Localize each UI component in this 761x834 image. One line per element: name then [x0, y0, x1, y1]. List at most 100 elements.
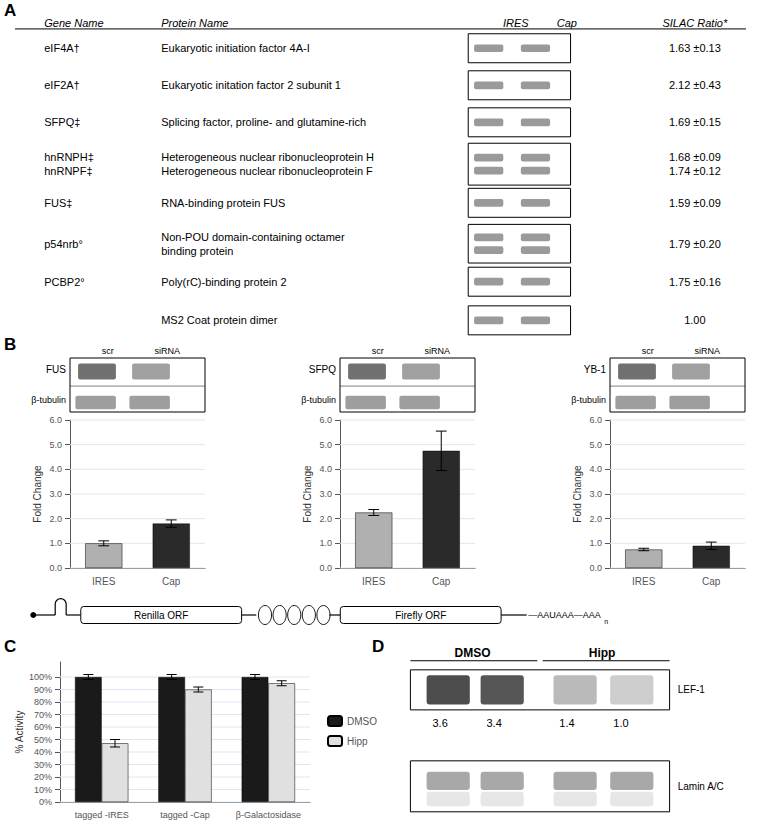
- svg-text:90%: 90%: [34, 685, 52, 695]
- svg-text:6.0: 6.0: [49, 415, 62, 425]
- svg-text:tagged -IRES: tagged -IRES: [75, 810, 129, 820]
- svg-text:0.0: 0.0: [319, 563, 332, 573]
- svg-text:3.0: 3.0: [589, 489, 602, 499]
- svg-text:20%: 20%: [34, 772, 52, 782]
- svg-text:80%: 80%: [34, 697, 52, 707]
- svg-text:siRNA: siRNA: [154, 346, 180, 356]
- svg-text:Cap: Cap: [702, 576, 721, 587]
- svg-text:% Activity: % Activity: [14, 711, 25, 754]
- svg-text:Gene Name: Gene Name: [44, 17, 103, 29]
- svg-text:5.0: 5.0: [319, 440, 332, 450]
- svg-text:Fold Change: Fold Change: [302, 465, 313, 523]
- svg-text:2.12 ±0.43: 2.12 ±0.43: [669, 79, 721, 91]
- svg-text:Fold Change: Fold Change: [32, 465, 43, 523]
- svg-text:A: A: [4, 1, 16, 20]
- svg-text:scr: scr: [642, 346, 654, 356]
- svg-text:β-Galactosidase: β-Galactosidase: [236, 810, 301, 820]
- svg-text:Fold Change: Fold Change: [572, 465, 583, 523]
- svg-text:1.59 ±0.09: 1.59 ±0.09: [669, 197, 721, 209]
- svg-text:Eukaryotic initation factor 2: Eukaryotic initation factor 2 subunit 1: [161, 79, 341, 91]
- svg-text:0.0: 0.0: [49, 563, 62, 573]
- svg-text:Heterogeneous nuclear ribonucl: Heterogeneous nuclear ribonucleoprotein …: [161, 151, 374, 163]
- svg-text:C: C: [4, 637, 16, 656]
- svg-text:1.79 ±0.20: 1.79 ±0.20: [669, 238, 721, 250]
- svg-text:tagged -Cap: tagged -Cap: [160, 810, 210, 820]
- svg-text:p54nrb°: p54nrb°: [44, 238, 83, 250]
- svg-text:3.0: 3.0: [319, 489, 332, 499]
- svg-text:SILAC Ratio*: SILAC Ratio*: [662, 17, 728, 29]
- svg-text:IRES: IRES: [503, 17, 529, 29]
- svg-text:scr: scr: [372, 346, 384, 356]
- svg-text:scr: scr: [102, 346, 114, 356]
- svg-text:Poly(rC)-binding protein 2: Poly(rC)-binding protein 2: [161, 276, 286, 288]
- svg-text:70%: 70%: [34, 710, 52, 720]
- svg-text:—AAUAAA—AAA: —AAUAAA—AAA: [528, 610, 601, 620]
- svg-text:4.0: 4.0: [49, 464, 62, 474]
- svg-text:0%: 0%: [39, 797, 52, 807]
- svg-text:Cap: Cap: [557, 17, 577, 29]
- svg-text:RNA-binding protein FUS: RNA-binding protein FUS: [161, 197, 285, 209]
- svg-text:5.0: 5.0: [589, 440, 602, 450]
- svg-text:hnRNPH‡: hnRNPH‡: [44, 151, 94, 163]
- svg-text:MS2 Coat protein dimer: MS2 Coat protein dimer: [161, 314, 277, 326]
- svg-text:β-tubulin: β-tubulin: [571, 395, 606, 405]
- svg-text:1.69 ±0.15: 1.69 ±0.15: [669, 116, 721, 128]
- svg-text:D: D: [372, 637, 384, 656]
- svg-text:siRNA: siRNA: [694, 346, 720, 356]
- svg-text:1.68 ±0.09: 1.68 ±0.09: [669, 151, 721, 163]
- svg-text:Protein Name: Protein Name: [161, 17, 228, 29]
- svg-text:1.0: 1.0: [49, 538, 62, 548]
- svg-text:1.0: 1.0: [319, 538, 332, 548]
- svg-text:B: B: [4, 335, 16, 354]
- svg-text:4.0: 4.0: [589, 464, 602, 474]
- svg-text:1.0: 1.0: [613, 717, 628, 729]
- svg-text:FUS: FUS: [46, 364, 66, 375]
- svg-text:1.74 ±0.12: 1.74 ±0.12: [669, 165, 721, 177]
- svg-text:siRNA: siRNA: [424, 346, 450, 356]
- svg-text:1.0: 1.0: [589, 538, 602, 548]
- svg-text:4.0: 4.0: [319, 464, 332, 474]
- svg-text:IRES: IRES: [632, 576, 656, 587]
- svg-text:DMSO: DMSO: [347, 716, 377, 727]
- svg-text:hnRNPF‡: hnRNPF‡: [44, 165, 92, 177]
- svg-text:1.63 ±0.13: 1.63 ±0.13: [669, 42, 721, 54]
- svg-text:1.75 ±0.16: 1.75 ±0.16: [669, 276, 721, 288]
- svg-text:3.6: 3.6: [432, 717, 447, 729]
- svg-text:n: n: [604, 618, 608, 625]
- svg-text:β-tubulin: β-tubulin: [31, 395, 66, 405]
- svg-text:10%: 10%: [34, 785, 52, 795]
- svg-text:Non-POU domain-containing octa: Non-POU domain-containing octamer: [161, 231, 345, 243]
- svg-text:Cap: Cap: [432, 576, 451, 587]
- svg-text:Heterogeneous nuclear ribonucl: Heterogeneous nuclear ribonucleoprotein …: [161, 165, 373, 177]
- svg-text:SFPQ‡: SFPQ‡: [44, 116, 80, 128]
- svg-text:Hipp: Hipp: [347, 736, 368, 747]
- svg-text:PCBP2°: PCBP2°: [44, 276, 84, 288]
- svg-text:LEF-1: LEF-1: [678, 684, 706, 695]
- svg-text:binding protein: binding protein: [161, 245, 233, 257]
- svg-text:3.4: 3.4: [486, 717, 501, 729]
- svg-text:YB-1: YB-1: [584, 364, 607, 375]
- svg-text:30%: 30%: [34, 760, 52, 770]
- svg-text:5.0: 5.0: [49, 440, 62, 450]
- svg-text:40%: 40%: [34, 747, 52, 757]
- svg-text:Lamin A/C: Lamin A/C: [678, 781, 724, 792]
- svg-text:60%: 60%: [34, 722, 52, 732]
- svg-text:6.0: 6.0: [319, 415, 332, 425]
- svg-text:Hipp: Hipp: [589, 646, 616, 660]
- svg-text:2.0: 2.0: [49, 514, 62, 524]
- svg-text:eIF2A†: eIF2A†: [44, 79, 79, 91]
- svg-text:0.0: 0.0: [589, 563, 602, 573]
- svg-text:1.4: 1.4: [559, 717, 574, 729]
- svg-text:100%: 100%: [29, 672, 52, 682]
- svg-text:Eukaryotic initiation factor 4: Eukaryotic initiation factor 4A-I: [161, 42, 310, 54]
- svg-text:eIF4A†: eIF4A†: [44, 42, 79, 54]
- svg-text:FUS‡: FUS‡: [44, 197, 72, 209]
- svg-text:50%: 50%: [34, 735, 52, 745]
- svg-text:2.0: 2.0: [589, 514, 602, 524]
- svg-text:Splicing factor, proline- and: Splicing factor, proline- and glutamine-…: [161, 116, 366, 128]
- svg-text:DMSO: DMSO: [455, 646, 491, 660]
- svg-text:Firefly ORF: Firefly ORF: [395, 610, 446, 621]
- svg-text:6.0: 6.0: [589, 415, 602, 425]
- svg-text:3.0: 3.0: [49, 489, 62, 499]
- svg-text:Renilla ORF: Renilla ORF: [134, 610, 188, 621]
